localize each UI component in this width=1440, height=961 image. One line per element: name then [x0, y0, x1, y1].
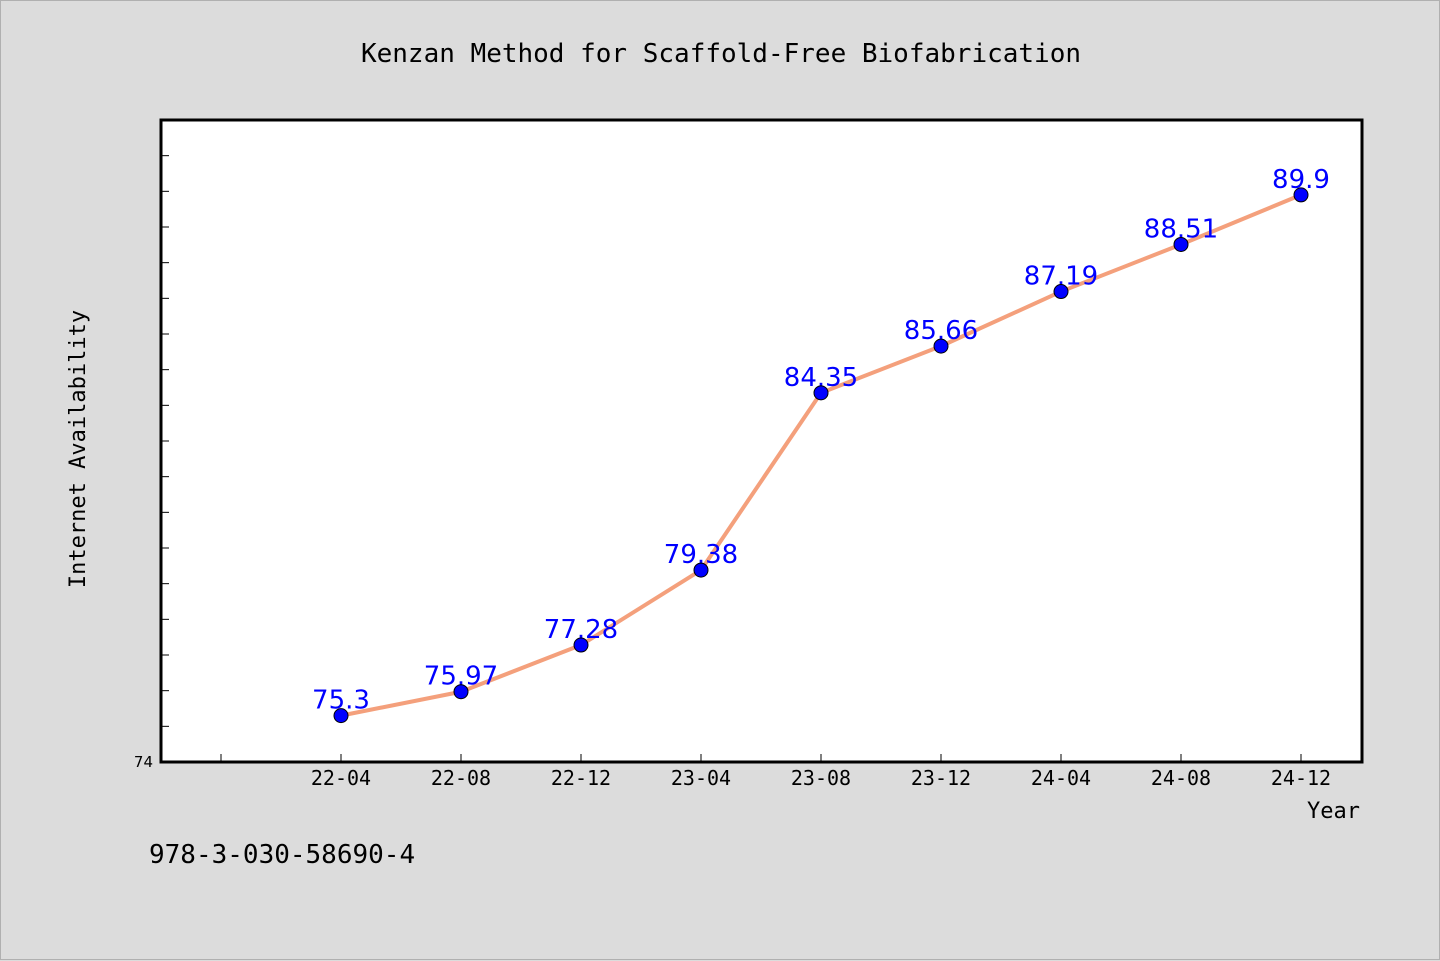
data-point [813, 385, 829, 401]
x-tick-label: 24-12 [1271, 766, 1331, 790]
series-temp-line: 75.375.9777.2879.3884.3585.6687.1988.518… [312, 165, 1330, 724]
isbn-footer: 978-3-030-58690-4 [149, 840, 415, 870]
data-point [453, 684, 469, 700]
x-tick-label: 23-04 [671, 766, 731, 790]
data-point [1053, 284, 1069, 300]
x-tick-label: 24-04 [1031, 766, 1091, 790]
data-point [1293, 187, 1309, 203]
x-axis-tick-labels: 22-04 22-08 22-12 23-04 23-08 23-12 24-04 24-08… [311, 766, 1331, 790]
data-point [333, 708, 349, 724]
data-point [573, 637, 589, 653]
x-tick-label: 22-12 [551, 766, 611, 790]
x-tick-label: 23-12 [911, 766, 971, 790]
x-tick-label: 22-04 [311, 766, 371, 790]
data-point [1173, 236, 1189, 252]
data-point [693, 562, 709, 578]
chart-title: Kenzan Method for Scaffold-Free Biofabri… [361, 39, 1081, 69]
y-axis-ticks [161, 155, 169, 727]
x-tick-label: 24-08 [1151, 766, 1211, 790]
data-point [933, 338, 949, 354]
plot-area [159, 118, 1364, 764]
x-tick-label: 22-08 [431, 766, 491, 790]
x-tick-label: 23-08 [791, 766, 851, 790]
y-tick-label: 74 [134, 753, 153, 771]
x-axis-ticks [220, 754, 1302, 762]
x-axis-label: Year [1307, 799, 1360, 824]
y-axis-label: Internet Availability [66, 310, 91, 588]
